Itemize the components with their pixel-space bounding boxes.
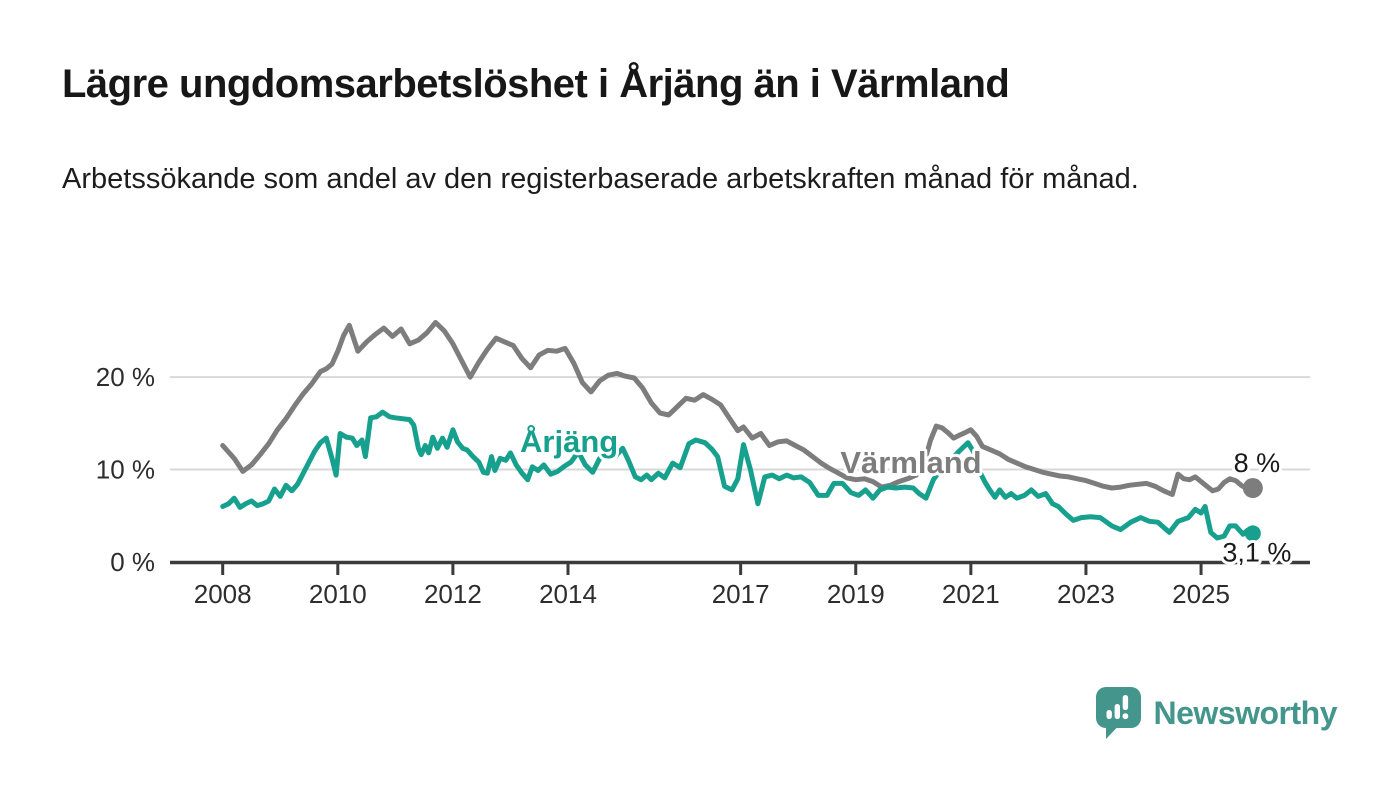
y-axis-label-10: 10 % — [96, 455, 155, 485]
varmland-end-dot — [1242, 478, 1263, 499]
series-label-varmland: Värmland — [840, 445, 981, 480]
y-axis-label-20: 20 % — [96, 362, 155, 392]
arjang-end-value-label: 3,1 % — [1222, 537, 1291, 567]
x-axis-label-2014: 2014 — [539, 579, 597, 609]
x-axis-label-2012: 2012 — [424, 579, 482, 609]
x-axis-label-2023: 2023 — [1057, 579, 1115, 609]
newsworthy-bubble-chart-icon — [1095, 687, 1141, 739]
x-axis-label-2010: 2010 — [309, 579, 367, 609]
arjang-line — [220, 409, 1256, 541]
arjang-end-dot — [1244, 525, 1261, 542]
varmland-end-value-label: 8 % — [1234, 448, 1281, 478]
x-axis-label-2021: 2021 — [942, 579, 1000, 609]
varmland-line — [220, 320, 1256, 497]
chart-title: Lägre ungdomsarbetslöshet i Årjäng än i … — [62, 62, 1010, 106]
series-label-arjang: Årjäng — [520, 424, 618, 459]
x-axis-label-2019: 2019 — [827, 579, 885, 609]
chart-subtitle: Arbetssökande som andel av den registerb… — [62, 163, 1139, 195]
y-axis-label-0: 0 % — [110, 547, 155, 577]
x-axis-label-2017: 2017 — [712, 579, 770, 609]
newsworthy-logo: Newsworthy — [1095, 686, 1338, 740]
newsworthy-wordmark: Newsworthy — [1153, 694, 1338, 731]
x-axis-label-2008: 2008 — [194, 579, 252, 609]
x-axis-label-2025: 2025 — [1172, 579, 1230, 609]
